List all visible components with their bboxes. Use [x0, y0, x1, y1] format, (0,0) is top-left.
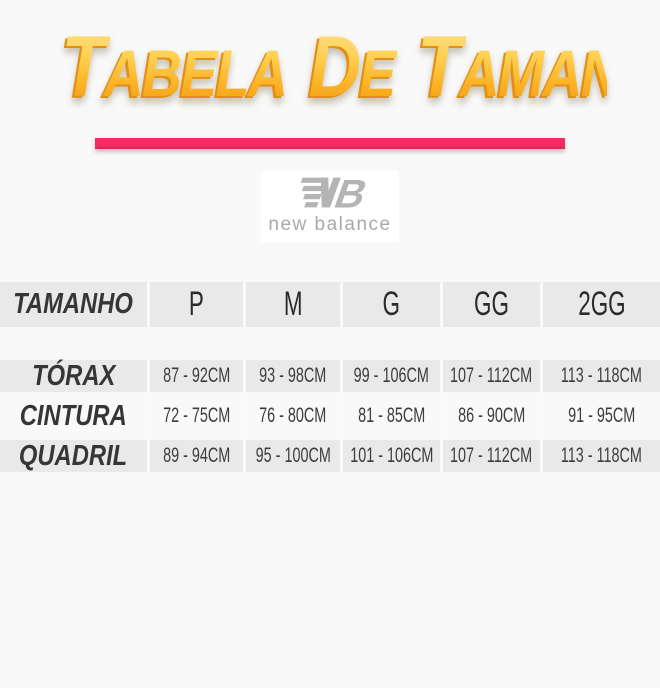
cell-value: 81 - 85CM	[340, 392, 440, 440]
title-word-rest: ABELA	[103, 36, 287, 110]
table-row-torax: TÓRAX 87 - 92CM 93 - 98CM 99 - 106CM 107…	[0, 360, 660, 392]
cell-value: 113 - 118CM	[540, 360, 660, 392]
table-row-cintura: CINTURA 72 - 75CM 76 - 80CM 81 - 85CM 86…	[0, 392, 660, 440]
cell-value: 91 - 95CM	[540, 392, 660, 440]
new-balance-logo-icon: B	[300, 175, 370, 212]
cell-value: 101 - 106CM	[340, 440, 440, 472]
cell-value: 76 - 80CM	[243, 392, 340, 440]
title-word: TAMANHOS	[417, 67, 660, 103]
title-word-rest: AMANHOS	[459, 36, 658, 110]
table-header-row: TAMANHO P M G GG 2GG	[0, 282, 660, 327]
title-word-rest: E	[359, 36, 395, 110]
title-word: TABELA	[61, 67, 286, 103]
cell-value: 72 - 75CM	[147, 392, 243, 440]
cell-value: 107 - 112CM	[440, 440, 540, 472]
cell-value: 113 - 118CM	[540, 440, 660, 472]
cell-value: 95 - 100CM	[243, 440, 340, 472]
header-cell-gg: GG	[440, 282, 540, 327]
header-cell-g: G	[340, 282, 440, 327]
table-row-quadril: QUADRIL 89 - 94CM 95 - 100CM 101 - 106CM…	[0, 440, 660, 472]
header-cell-p: P	[147, 282, 243, 327]
cell-value: 86 - 90CM	[440, 392, 540, 440]
row-label: TÓRAX	[31, 359, 116, 392]
title-word-cap: D	[308, 19, 360, 115]
brand-logo: B new balance	[261, 171, 399, 242]
cell-value: 93 - 98CM	[243, 360, 340, 392]
header-cell-tamanho: TAMANHO	[13, 288, 134, 320]
row-label: QUADRIL	[19, 439, 128, 472]
header-cell-2gg: 2GG	[540, 282, 660, 327]
cell-value: 87 - 92CM	[147, 360, 243, 392]
header-cell-m: M	[243, 282, 340, 327]
title-word: DE	[309, 67, 395, 103]
page-title: TABELA DE TAMANHOS	[53, 28, 607, 124]
table-spacer-row	[0, 327, 660, 360]
row-label: CINTURA	[19, 399, 128, 432]
size-chart-page: TABELA DE TAMANHOS B new balance TAMANHO…	[0, 28, 660, 688]
cell-value: 99 - 106CM	[340, 360, 440, 392]
cell-value: 89 - 94CM	[147, 440, 243, 472]
brand-wordmark: new balance	[268, 214, 392, 235]
title-underline-bar	[95, 138, 565, 149]
title-word-cap: T	[417, 19, 460, 115]
cell-value: 107 - 112CM	[440, 360, 540, 392]
size-table: TAMANHO P M G GG 2GG TÓRAX 87 - 92CM 93 …	[0, 282, 660, 472]
title-word-cap: T	[61, 19, 104, 115]
